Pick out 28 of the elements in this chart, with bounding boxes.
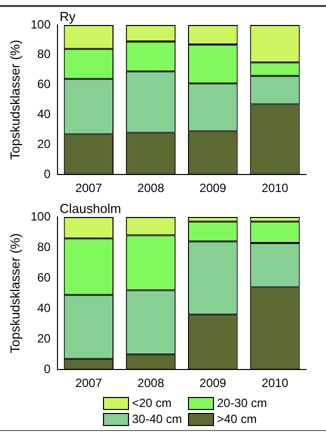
x-tick-label: 2010 (262, 376, 289, 390)
y-tick-label: 0 (44, 362, 51, 376)
x-tick-label: 2008 (137, 181, 164, 196)
y-tick-label: 20 (37, 136, 51, 151)
chart-title: Clausholm (60, 201, 122, 216)
y-tick-label: 0 (44, 166, 51, 181)
legend-label: <20 cm (132, 396, 172, 410)
legend-label: >40 cm (217, 412, 257, 426)
y-axis-title: Topskudsklasser (%) (7, 40, 22, 160)
y-axis-title: Topskudsklasser (%) (7, 233, 22, 354)
legend-label: 30-40 cm (132, 412, 182, 426)
y-tick-label: 20 (37, 331, 51, 346)
y-tick-label: 100 (30, 209, 51, 224)
y-tick-label: 80 (37, 240, 51, 254)
y-tick-label: 60 (37, 77, 51, 92)
x-tick-label: 2009 (200, 181, 227, 196)
x-tick-label: 2007 (75, 376, 102, 390)
x-tick-label: 2008 (137, 376, 164, 390)
y-tick-label: 80 (37, 47, 51, 62)
x-tick-label: 2009 (200, 376, 227, 390)
y-tick-label: 60 (37, 270, 51, 284)
x-tick-label: 2007 (75, 181, 102, 196)
x-tick-label: 2010 (262, 181, 289, 196)
y-tick-label: 100 (30, 17, 51, 32)
chart-title: Ry (60, 9, 76, 24)
y-tick-label: 40 (37, 300, 51, 315)
legend-label: 20-30 cm (217, 396, 268, 410)
y-tick-label: 40 (37, 107, 51, 122)
